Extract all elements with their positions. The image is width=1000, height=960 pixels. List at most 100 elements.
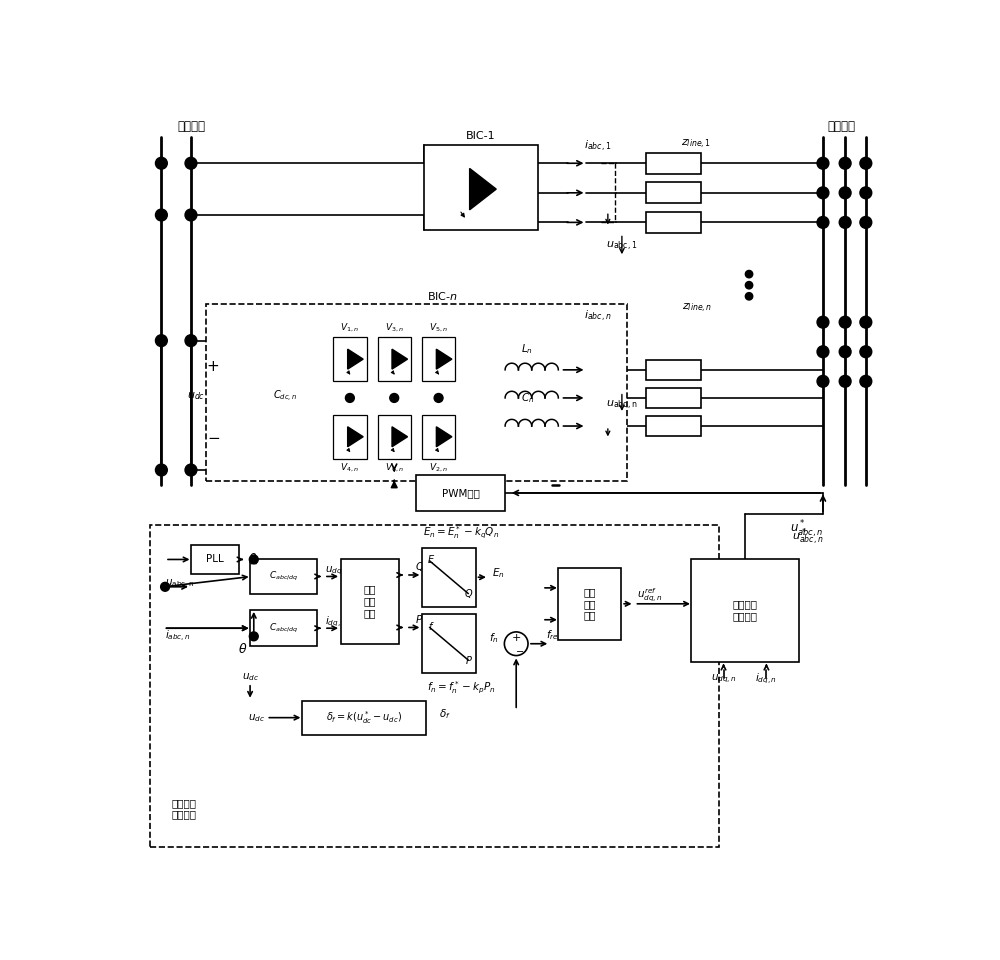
Circle shape <box>860 157 872 169</box>
Circle shape <box>434 394 443 402</box>
Circle shape <box>839 157 851 169</box>
Polygon shape <box>392 427 408 446</box>
Circle shape <box>860 375 872 387</box>
Circle shape <box>860 316 872 328</box>
Text: $z_{line,1}$: $z_{line,1}$ <box>681 138 711 152</box>
Bar <box>646 182 701 204</box>
Text: $V_{6,n}$: $V_{6,n}$ <box>385 462 404 474</box>
Bar <box>646 359 701 380</box>
Circle shape <box>155 157 167 169</box>
Text: BIC-1: BIC-1 <box>466 131 496 141</box>
Text: +: + <box>207 359 219 374</box>
Circle shape <box>745 271 753 277</box>
Text: $i_{abc,n}$: $i_{abc,n}$ <box>584 309 611 324</box>
Text: $i_{dq,n}$: $i_{dq,n}$ <box>755 671 777 685</box>
Text: $u_{dc}$: $u_{dc}$ <box>248 711 265 724</box>
Bar <box>250 611 317 646</box>
Bar <box>691 559 799 662</box>
Text: $-$: $-$ <box>515 645 524 655</box>
Circle shape <box>860 216 872 228</box>
Bar <box>150 525 719 847</box>
Polygon shape <box>436 427 452 446</box>
Text: PLL: PLL <box>206 555 224 564</box>
Text: $\delta_f = k(u_{dc}^* - u_{dc})$: $\delta_f = k(u_{dc}^* - u_{dc})$ <box>326 709 402 726</box>
Circle shape <box>155 464 167 476</box>
Text: $E_n$: $E_n$ <box>492 566 504 581</box>
Circle shape <box>185 464 197 476</box>
Circle shape <box>745 281 753 289</box>
Text: $L_n$: $L_n$ <box>521 343 533 356</box>
Circle shape <box>817 346 829 358</box>
Circle shape <box>745 293 753 300</box>
Text: $Q_n$: $Q_n$ <box>415 561 429 574</box>
Text: $V_{5,n}$: $V_{5,n}$ <box>429 322 448 334</box>
Bar <box>333 337 367 381</box>
Text: $V_{4,n}$: $V_{4,n}$ <box>340 462 359 474</box>
Circle shape <box>155 335 167 347</box>
Polygon shape <box>348 427 363 446</box>
Text: $u_{abc,n}^*$: $u_{abc,n}^*$ <box>790 518 823 540</box>
Text: $V_{1,n}$: $V_{1,n}$ <box>340 322 359 334</box>
Text: $f_n = f_n^* - k_p P_n$: $f_n = f_n^* - k_p P_n$ <box>427 680 495 696</box>
Text: $\delta_f$: $\delta_f$ <box>439 708 451 721</box>
Text: $z_{line,n}$: $z_{line,n}$ <box>682 302 712 316</box>
Polygon shape <box>436 349 452 369</box>
Text: $u_{dq,n}$: $u_{dq,n}$ <box>711 672 736 684</box>
Bar <box>422 547 476 607</box>
Circle shape <box>839 375 851 387</box>
Circle shape <box>839 187 851 199</box>
Text: $u_{abc,n}^*$: $u_{abc,n}^*$ <box>792 526 824 547</box>
Text: PWM调制: PWM调制 <box>442 488 480 498</box>
Circle shape <box>839 346 851 358</box>
Text: $-$: $-$ <box>207 429 220 444</box>
Bar <box>191 545 239 573</box>
Text: $u_{dq,n}^{ref}$: $u_{dq,n}^{ref}$ <box>637 587 663 604</box>
Text: BIC-$n$: BIC-$n$ <box>427 290 458 302</box>
Text: E: E <box>428 555 434 565</box>
Text: $C_{dc,n}$: $C_{dc,n}$ <box>273 389 297 403</box>
Bar <box>416 475 505 511</box>
Text: $i_{dq,n}$: $i_{dq,n}$ <box>325 615 347 630</box>
Text: $u_{\rm abc,n}$: $u_{\rm abc,n}$ <box>165 578 194 591</box>
Circle shape <box>860 346 872 358</box>
Circle shape <box>390 394 399 402</box>
Circle shape <box>817 157 829 169</box>
Bar <box>206 303 627 481</box>
Text: $f_n$: $f_n$ <box>489 631 499 645</box>
Text: +: + <box>512 633 521 643</box>
Text: 直流母线: 直流母线 <box>177 120 205 132</box>
Circle shape <box>839 316 851 328</box>
Text: $i_{abc,1}$: $i_{abc,1}$ <box>584 138 611 154</box>
Circle shape <box>249 632 258 640</box>
Bar <box>646 212 701 232</box>
Text: $u_{dc}$: $u_{dc}$ <box>187 390 205 402</box>
Text: $u_{\rm abc,n}$: $u_{\rm abc,n}$ <box>606 398 638 412</box>
Bar <box>422 337 455 381</box>
Polygon shape <box>348 349 363 369</box>
Circle shape <box>345 394 354 402</box>
Circle shape <box>185 335 197 347</box>
Bar <box>250 559 317 594</box>
Bar <box>424 145 538 229</box>
Circle shape <box>504 632 528 656</box>
Bar <box>646 153 701 174</box>
Bar <box>422 415 455 459</box>
Text: $C_{abc/dq}$: $C_{abc/dq}$ <box>269 570 298 583</box>
Text: $P_n$: $P_n$ <box>415 613 427 627</box>
Circle shape <box>185 157 197 169</box>
Text: Q: Q <box>464 589 472 599</box>
Circle shape <box>155 209 167 221</box>
Circle shape <box>249 555 258 564</box>
Text: f: f <box>428 621 432 632</box>
Bar <box>646 388 701 408</box>
Polygon shape <box>470 168 496 210</box>
Text: $V_{3,n}$: $V_{3,n}$ <box>385 322 404 334</box>
Text: 电压电流
双环控制: 电压电流 双环控制 <box>732 600 757 621</box>
Text: $u_{dc}$: $u_{dc}$ <box>242 671 259 683</box>
Text: 参考
电压
合成: 参考 电压 合成 <box>583 588 596 620</box>
Bar <box>558 567 621 640</box>
Bar <box>378 415 411 459</box>
Bar <box>646 416 701 437</box>
Text: 平均
功率
计算: 平均 功率 计算 <box>364 585 376 618</box>
Text: $C_{abc/dq}$: $C_{abc/dq}$ <box>269 622 298 635</box>
